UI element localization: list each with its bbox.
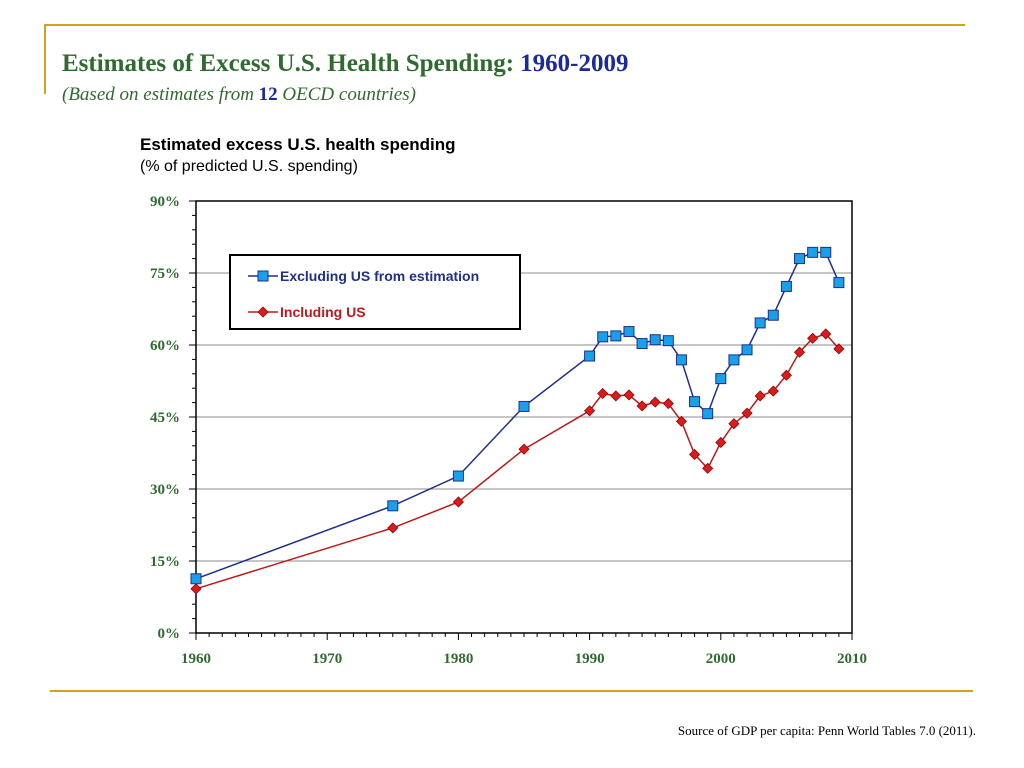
y-tick-label: 75% [150, 266, 180, 282]
data-point [662, 397, 674, 410]
data-point [689, 396, 701, 408]
data-point [741, 407, 753, 419]
data-point [754, 390, 766, 402]
data-point [452, 496, 464, 508]
data-point [715, 373, 727, 385]
data-point [675, 415, 688, 427]
data-point [741, 344, 753, 356]
left-rule [44, 24, 46, 94]
data-point [780, 280, 792, 292]
data-point [597, 387, 609, 400]
data-point [649, 396, 661, 408]
slide-title: Estimates of Excess U.S. Health Spending… [62, 50, 628, 78]
series-line [195, 333, 840, 590]
legend: Excluding US from estimation Including US [229, 254, 521, 330]
data-point [584, 405, 596, 417]
data-point [767, 309, 779, 321]
series-including-us [190, 328, 845, 595]
subtitle-count: 12 [258, 84, 278, 105]
y-tick-label: 0% [158, 626, 181, 642]
data-point [793, 346, 806, 358]
x-tick-label: 2000 [706, 651, 736, 667]
chart-subtitle: (% of predicted U.S. spending) [140, 158, 358, 175]
data-point [675, 354, 687, 366]
data-point [518, 400, 530, 412]
x-tick-label: 1970 [312, 651, 342, 667]
data-point [794, 253, 806, 265]
legend-marker [257, 270, 269, 282]
data-point [649, 334, 661, 346]
legend-label: Excluding US from estimation [280, 268, 479, 284]
chart-title: Estimated excess U.S. health spending [140, 135, 456, 154]
data-point [518, 443, 530, 455]
y-tick-label: 45% [150, 410, 180, 426]
source-note: Source of GDP per capita: Penn World Tab… [677, 723, 976, 738]
x-tick-label: 1990 [575, 651, 605, 667]
top-rule [44, 24, 965, 26]
y-tick-label: 60% [150, 338, 180, 354]
data-point [610, 330, 622, 342]
data-point [610, 390, 622, 402]
data-point [387, 500, 399, 512]
legend-box [229, 254, 521, 330]
data-point [584, 350, 596, 362]
data-point [702, 462, 714, 474]
chart-area: Estimated excess U.S. health spending (% … [140, 135, 867, 667]
data-point [597, 331, 609, 343]
data-point [387, 522, 399, 534]
data-point [623, 326, 635, 338]
x-tick-label: 2010 [837, 651, 867, 667]
data-point [190, 583, 202, 595]
y-tick-label: 15% [150, 554, 180, 570]
data-point [820, 328, 832, 340]
subtitle-prefix: (Based on estimates from [62, 84, 259, 105]
data-point [807, 332, 819, 344]
x-tick-label: 1960 [181, 651, 211, 667]
data-point [702, 408, 714, 420]
slide-title-years: 1960-2009 [520, 50, 629, 77]
data-point [623, 389, 635, 401]
data-point [820, 246, 832, 258]
data-point [190, 573, 202, 585]
data-point [833, 277, 845, 289]
subtitle-suffix: OECD countries) [277, 84, 416, 105]
y-tick-label: 30% [150, 482, 180, 498]
bottom-rule [50, 690, 973, 692]
data-point [728, 418, 740, 430]
data-point [807, 246, 819, 258]
data-point [833, 343, 845, 355]
data-point [728, 354, 740, 366]
data-point [754, 317, 766, 329]
data-point [780, 369, 792, 381]
data-point [715, 436, 727, 449]
data-point [767, 385, 779, 397]
data-point [636, 338, 648, 350]
legend-marker [257, 306, 269, 318]
data-point [688, 448, 701, 461]
x-tick-label: 1980 [443, 651, 473, 667]
legend-label: Including US [280, 304, 366, 320]
data-point [636, 400, 648, 412]
slide-title-text: Estimates of Excess U.S. Health Spending… [62, 50, 515, 77]
data-point [662, 335, 674, 347]
data-point [452, 470, 464, 482]
series-excluding-us [190, 246, 845, 585]
y-tick-label: 90% [150, 194, 180, 210]
slide-subtitle: (Based on estimates from 12 OECD countri… [62, 84, 416, 106]
